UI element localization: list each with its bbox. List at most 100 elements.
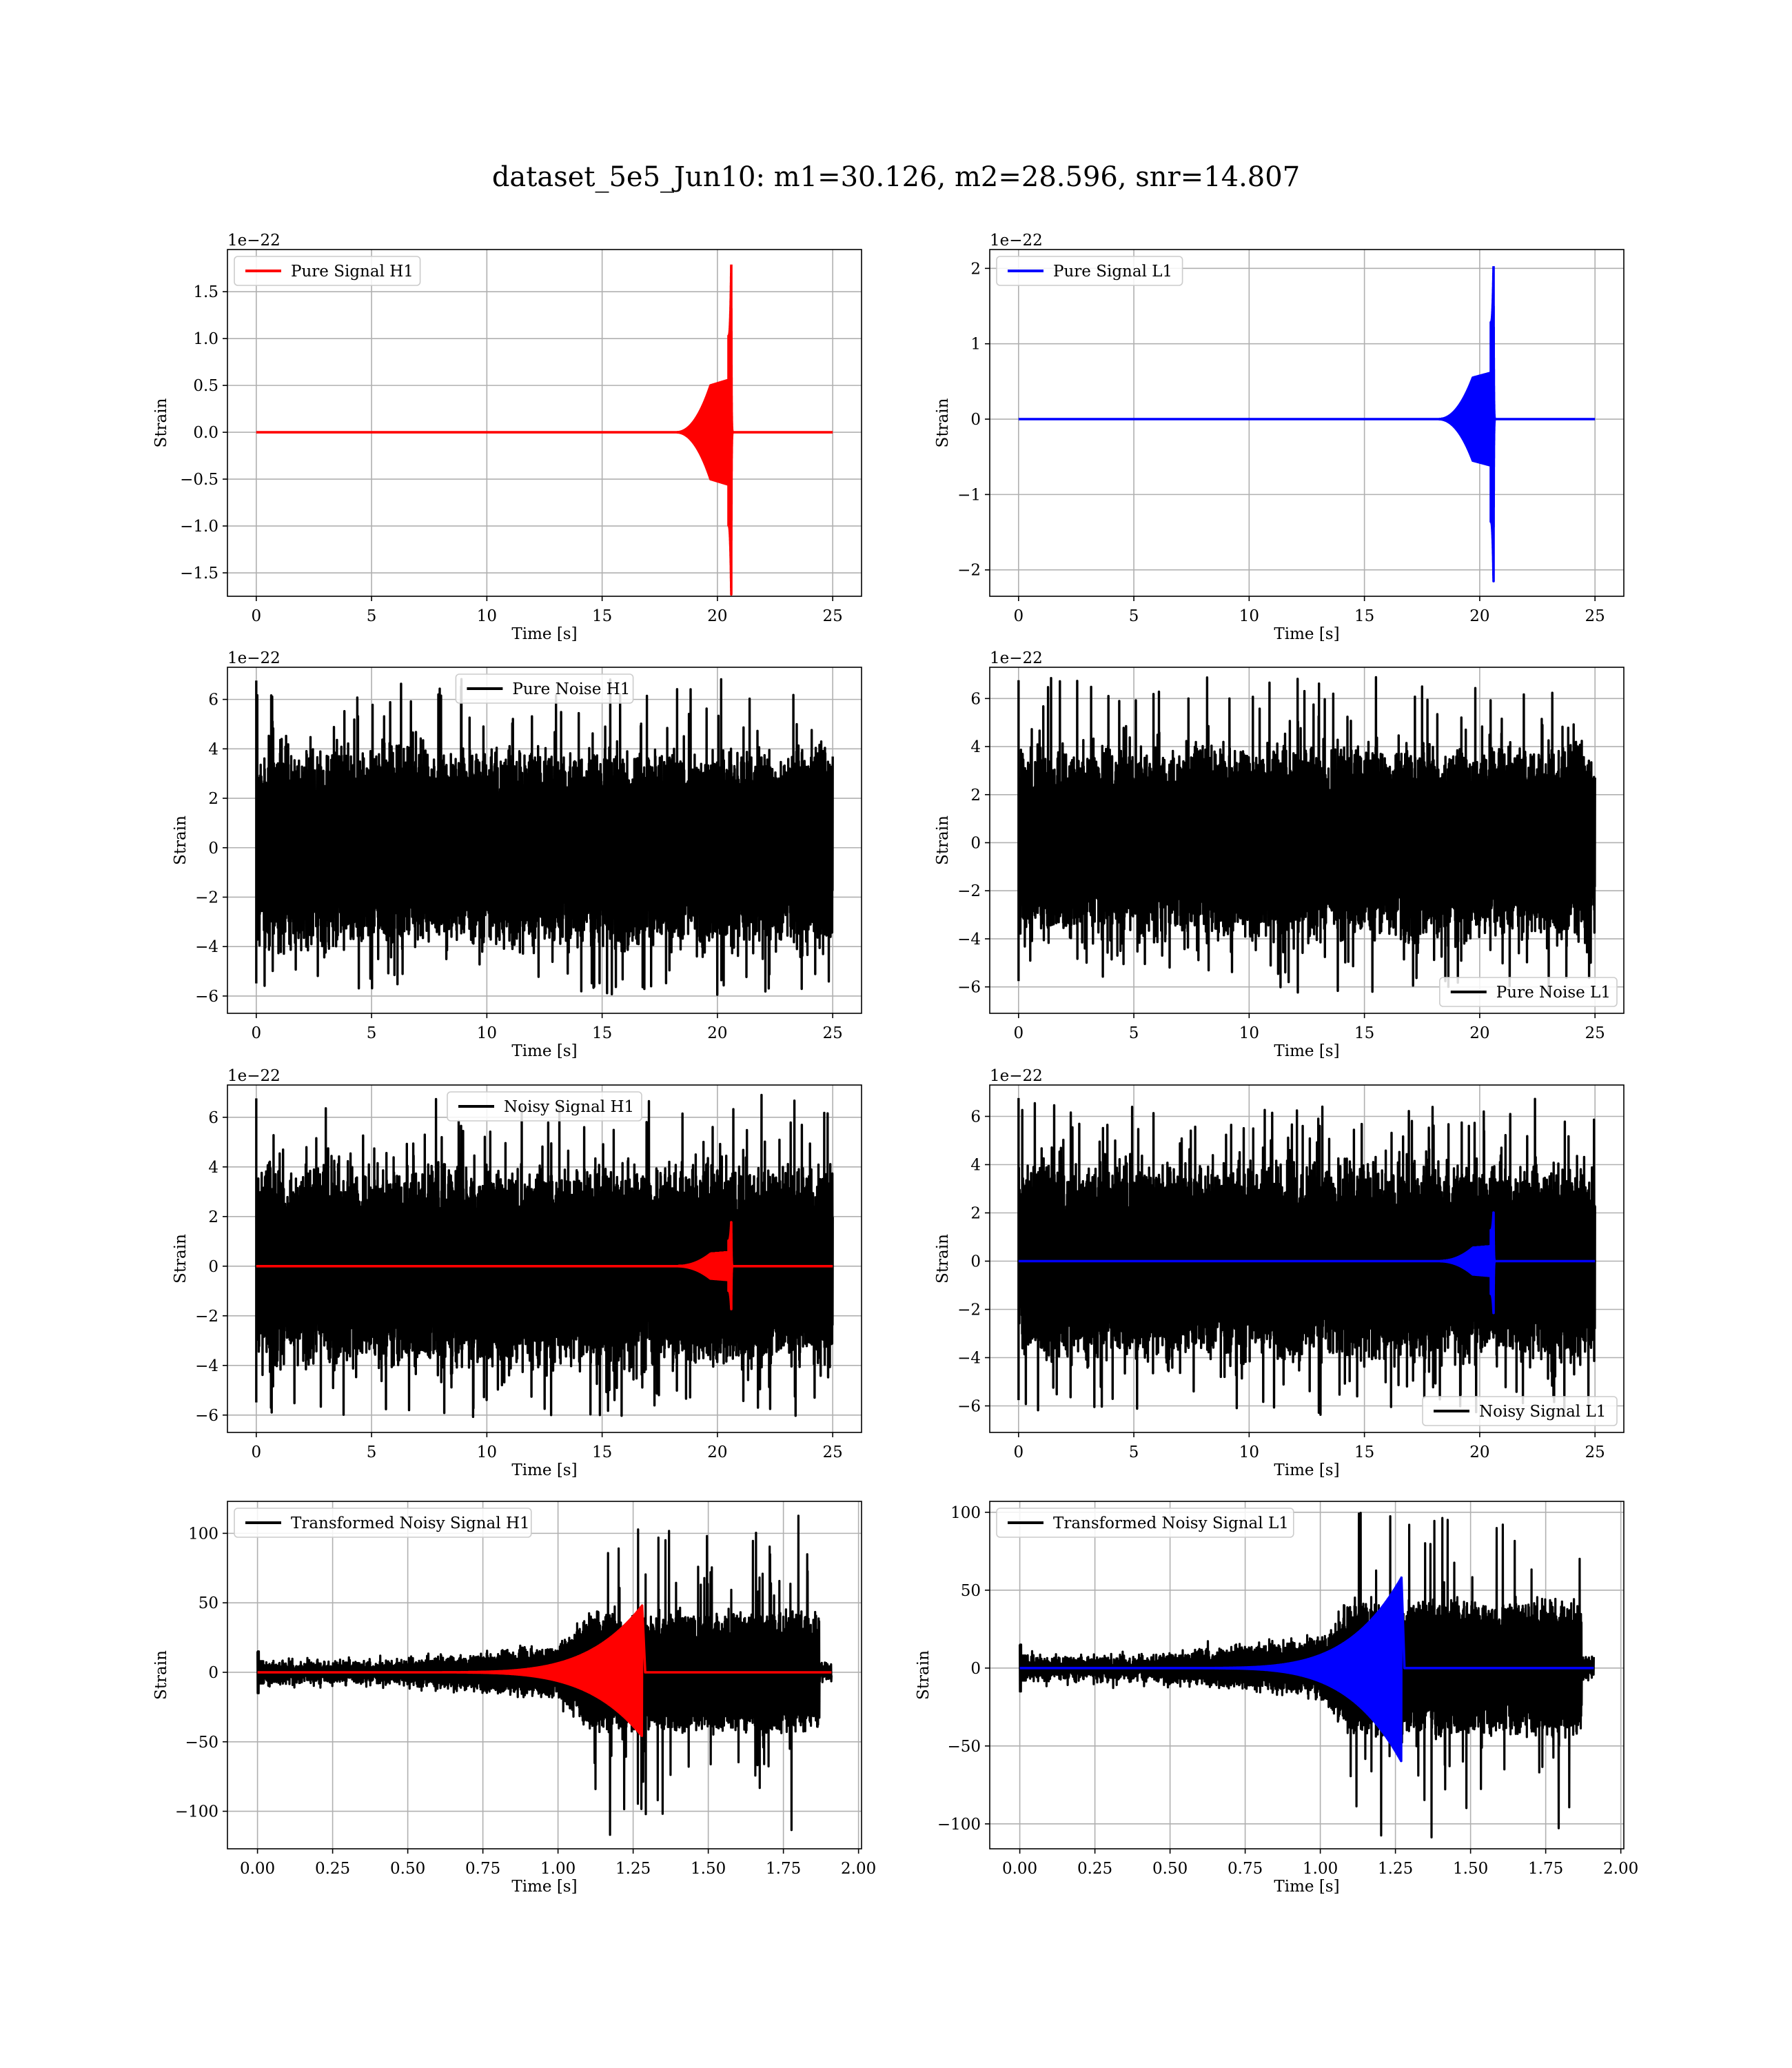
y-tick-label: 50 <box>198 1594 218 1612</box>
x-tick-label: 10 <box>477 1024 497 1042</box>
legend-box <box>234 256 421 286</box>
axes-frame <box>989 1084 1625 1433</box>
x-tick-label: 25 <box>1585 1443 1605 1461</box>
legend: Pure Signal L1 <box>996 256 1183 286</box>
y-tick-label: −6 <box>195 1407 218 1425</box>
x-tick-label: 25 <box>823 1443 843 1461</box>
legend-label: Noisy Signal L1 <box>1479 1403 1606 1421</box>
y-offset-label: 1e−22 <box>990 232 1043 250</box>
y-axis-label: Strain <box>915 1650 933 1700</box>
y-tick-label: −2 <box>195 1308 218 1326</box>
y-axis-label: Strain <box>152 1650 170 1700</box>
y-tick-label: −1 <box>957 486 981 504</box>
x-tick-label: 1.25 <box>615 1860 651 1878</box>
y-tick-label: 1.5 <box>193 283 218 301</box>
y-tick-label: −2 <box>957 562 981 580</box>
y-tick-label: −2 <box>195 889 218 906</box>
y-tick-label: 4 <box>208 740 218 758</box>
figure-title: dataset_5e5_Jun10: m1=30.126, m2=28.596,… <box>492 161 1300 193</box>
legend: Noisy Signal H1 <box>447 1091 642 1122</box>
y-axis-label: Strain <box>152 398 170 447</box>
noisy-signal-h1-overlay-series <box>256 1221 833 1310</box>
plot-area <box>990 250 1624 596</box>
pure-noise-l1-series <box>1017 676 1596 997</box>
y-tick-label: −0.5 <box>180 471 218 489</box>
legend: Transformed Noisy Signal H1 <box>234 1508 532 1538</box>
legend-box <box>447 1091 642 1122</box>
x-axis-label: Time [s] <box>511 625 577 643</box>
x-tick-label: 2.00 <box>1603 1860 1638 1878</box>
y-tick-label: 100 <box>188 1525 218 1543</box>
x-tick-label: 10 <box>1239 607 1259 625</box>
axes-frame <box>227 667 862 1014</box>
y-offset-label: 1e−22 <box>990 649 1043 667</box>
x-tick-label: 1.50 <box>691 1860 726 1878</box>
y-tick-label: 0 <box>970 411 981 429</box>
transformed-noisy-signal-h1-overlay-series <box>257 1604 832 1737</box>
legend-box <box>996 1508 1294 1538</box>
x-axis-label: Time [s] <box>1274 1878 1339 1896</box>
legend: Transformed Noisy Signal L1 <box>996 1508 1294 1538</box>
axes-frame <box>989 667 1625 1014</box>
y-tick-label: 4 <box>970 1157 981 1175</box>
y-axis-label: Strain <box>934 398 952 447</box>
x-tick-label: 1.00 <box>1303 1860 1338 1878</box>
x-axis-label: Time [s] <box>511 1042 577 1060</box>
axes-frame <box>989 1501 1625 1849</box>
y-tick-label: 1.0 <box>193 330 218 348</box>
y-tick-label: 4 <box>970 738 981 756</box>
y-tick-label: −2 <box>957 882 981 900</box>
x-tick-label: 15 <box>1354 1024 1374 1042</box>
x-tick-label: 1.00 <box>540 1860 576 1878</box>
x-tick-label: 25 <box>823 607 843 625</box>
x-tick-label: 10 <box>1239 1443 1259 1461</box>
y-tick-label: 1 <box>970 336 981 354</box>
x-tick-label: 1.25 <box>1378 1860 1413 1878</box>
y-tick-label: 2 <box>970 1205 981 1223</box>
y-tick-label: 6 <box>970 1108 981 1126</box>
x-tick-label: 1.75 <box>1528 1860 1563 1878</box>
x-tick-label: 0.25 <box>1077 1860 1112 1878</box>
legend-box <box>1422 1396 1618 1426</box>
x-axis-label: Time [s] <box>1274 1461 1339 1479</box>
x-tick-label: 5 <box>367 1443 377 1461</box>
legend-box <box>996 256 1183 286</box>
x-tick-label: 5 <box>1129 607 1139 625</box>
panel-pure-noise-l1: 0 5 10 15 20 25 −6 −4 −2 0 2 4 6 Time [s] Strain 1e−22 P… <box>934 649 1625 1060</box>
noisy-signal-h1-series <box>255 1093 834 1419</box>
y-axis-label: Strain <box>934 815 952 865</box>
x-axis-label: Time [s] <box>1274 625 1339 643</box>
y-tick-label: −4 <box>195 938 218 956</box>
y-tick-label: −6 <box>957 979 981 997</box>
x-axis-label: Time [s] <box>1274 1042 1339 1060</box>
legend: Noisy Signal L1 <box>1422 1396 1618 1426</box>
x-tick-label: 1.50 <box>1453 1860 1488 1878</box>
axes-frame <box>989 249 1625 597</box>
axes-frame <box>227 1084 862 1433</box>
x-tick-label: 10 <box>477 1443 497 1461</box>
y-tick-label: −100 <box>175 1803 218 1821</box>
transformed-noisy-signal-l1-overlay-series <box>1019 1576 1594 1763</box>
y-tick-label: −1.5 <box>180 565 218 582</box>
legend-label: Pure Noise H1 <box>512 680 630 698</box>
x-tick-label: 1.75 <box>766 1860 801 1878</box>
x-tick-label: 10 <box>477 607 497 625</box>
x-tick-label: 0.00 <box>240 1860 275 1878</box>
y-tick-label: 0 <box>208 1664 218 1682</box>
legend-label: Pure Signal H1 <box>291 263 414 281</box>
panel-pure-signal-l1: 0 5 10 15 20 25 −2 −1 0 1 2 Time [s] Strain 1e−22 Pure… <box>934 232 1625 643</box>
y-axis-label: Strain <box>934 1234 952 1284</box>
y-tick-label: −50 <box>947 1738 981 1756</box>
y-tick-label: −4 <box>195 1357 218 1375</box>
y-tick-label: 100 <box>950 1504 981 1522</box>
x-tick-label: 20 <box>1469 607 1489 625</box>
legend: Pure Signal H1 <box>234 256 421 286</box>
x-tick-label: 15 <box>1354 1443 1374 1461</box>
panel-noisy-signal-h1: 0 5 10 15 20 25 −6 −4 −2 0 2 4 6 Time [s] Strain 1e−22 N… <box>172 1067 862 1479</box>
y-offset-label: 1e−22 <box>990 1067 1043 1085</box>
panel-pure-noise-h1: 0 5 10 15 20 25 −6 −4 −2 0 2 4 6 Time [s] Strain 1e−22 P… <box>172 649 862 1060</box>
legend-box <box>234 1508 532 1538</box>
y-tick-label: 0 <box>208 840 218 858</box>
x-tick-label: 15 <box>592 1443 612 1461</box>
